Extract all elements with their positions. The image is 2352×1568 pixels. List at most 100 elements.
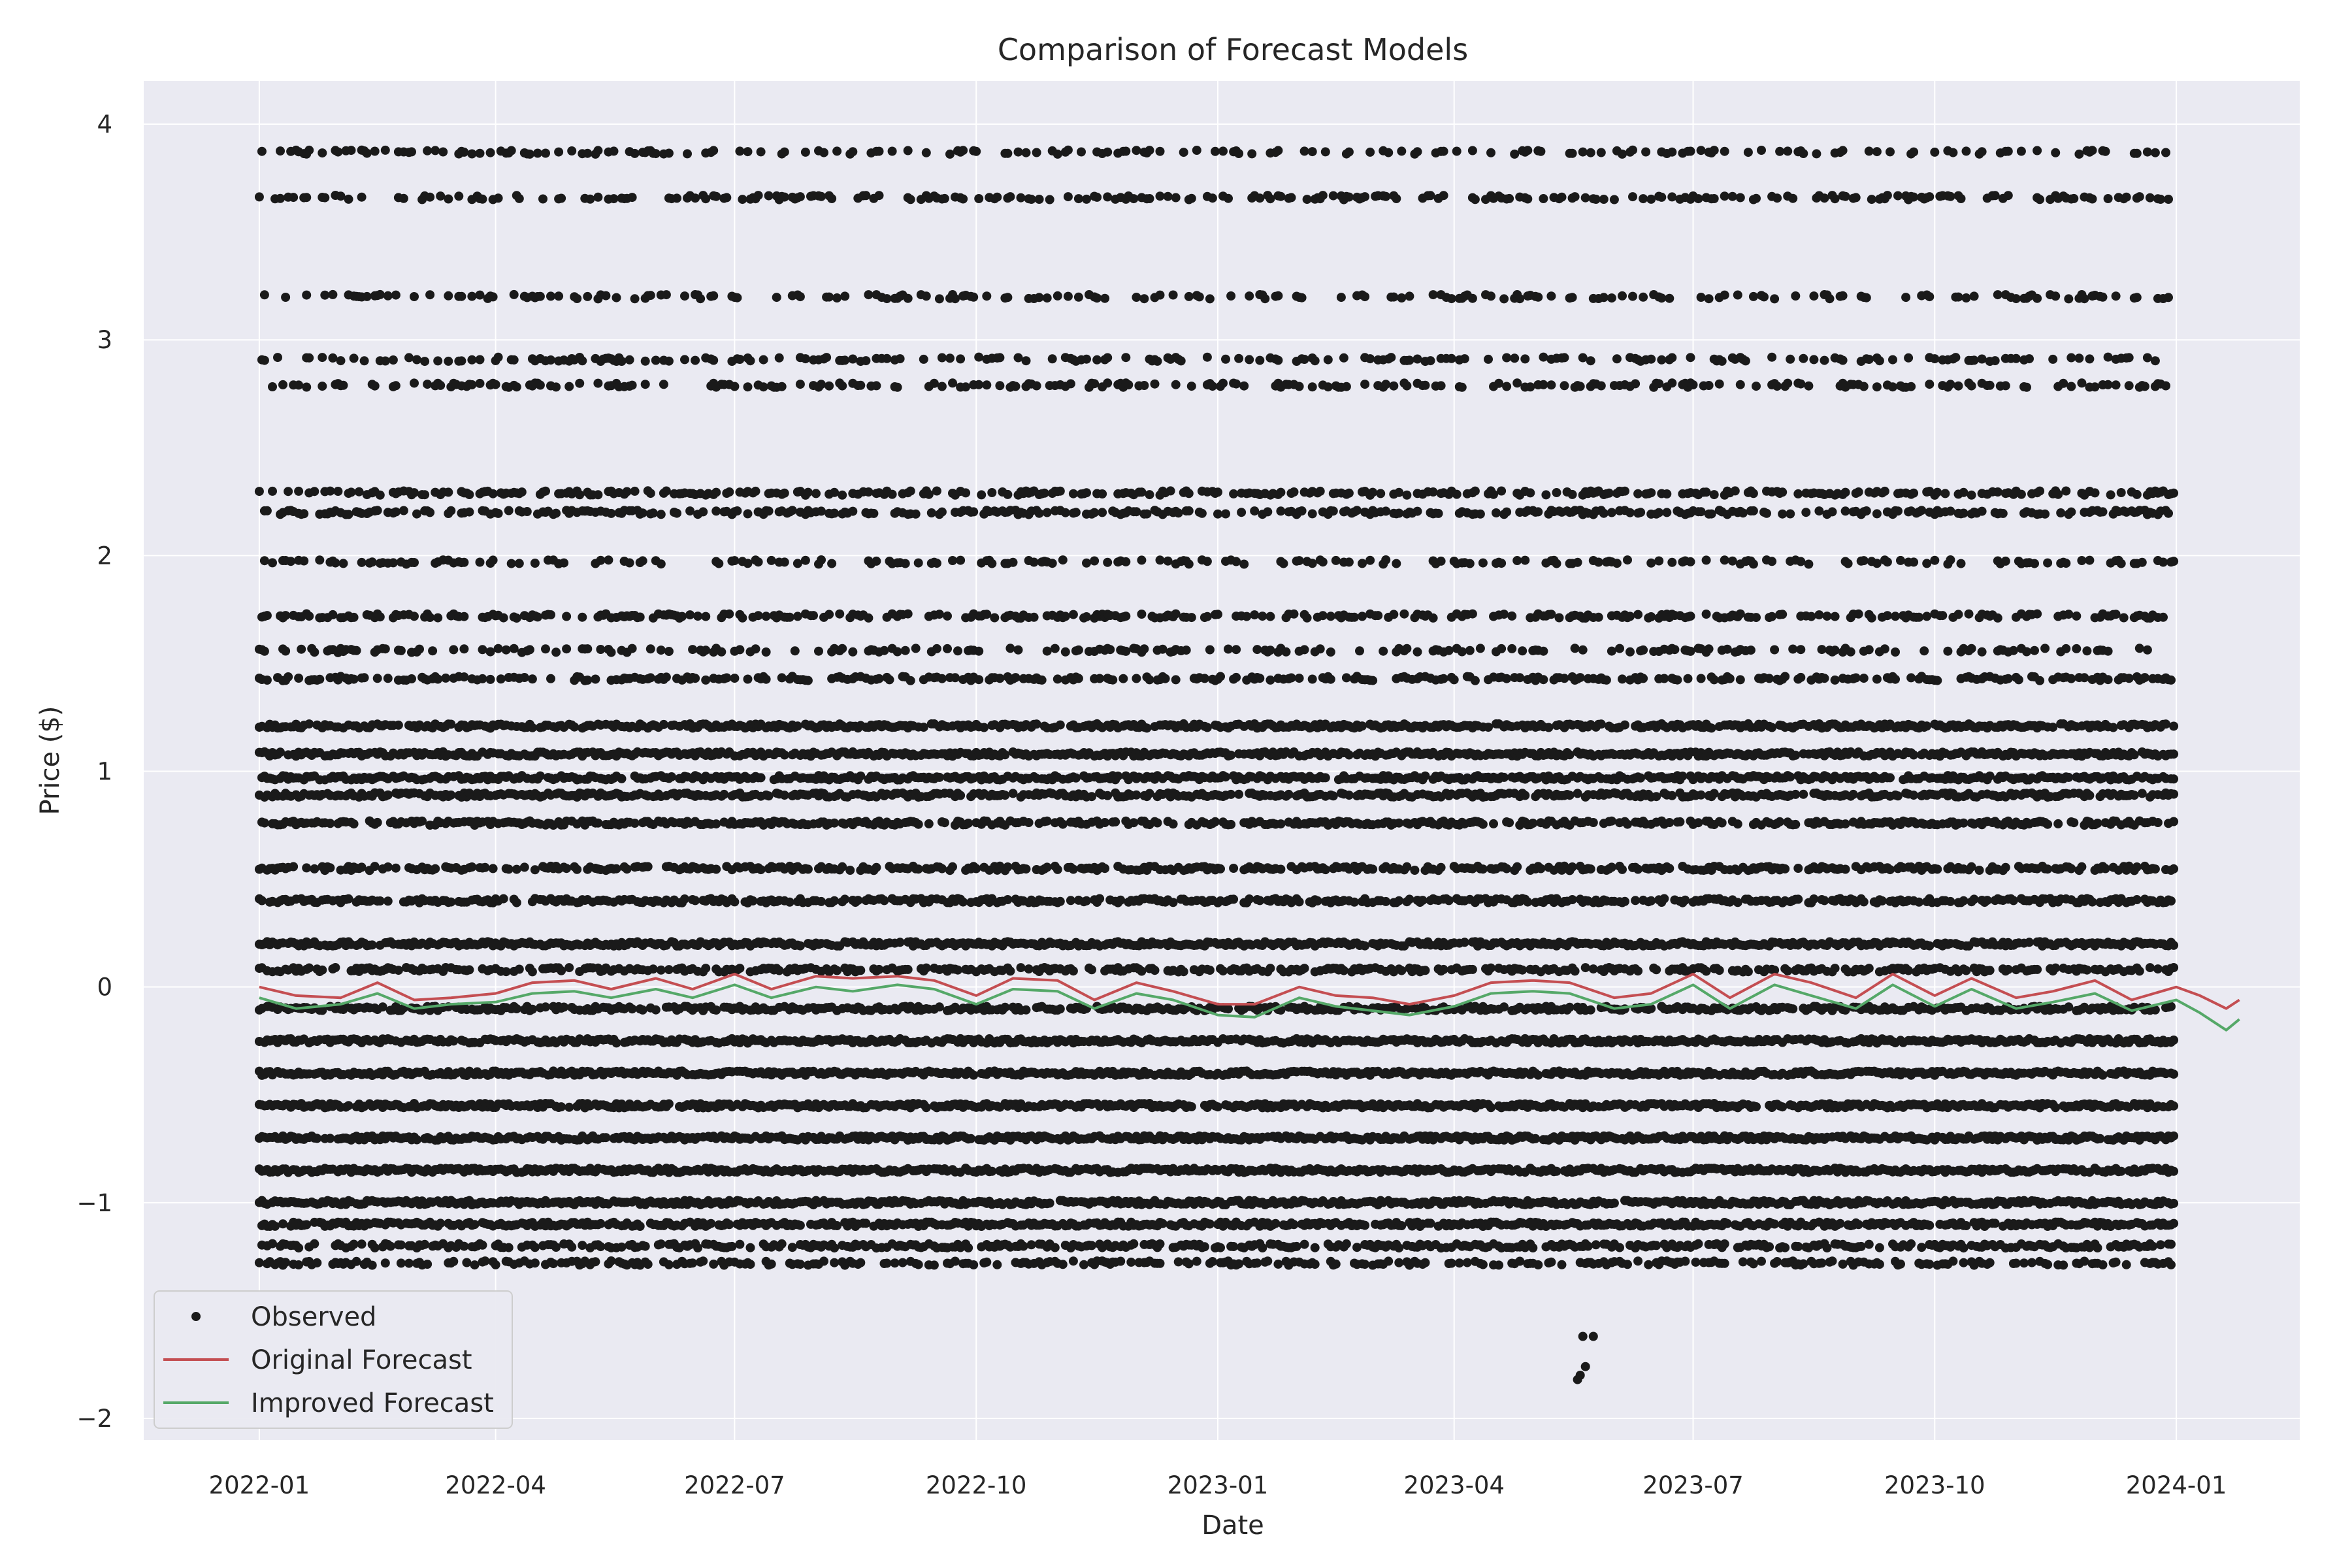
observed-point <box>467 355 477 365</box>
observed-point <box>924 819 934 828</box>
observed-point <box>711 191 721 201</box>
observed-point <box>882 294 892 304</box>
observed-point <box>693 1243 703 1252</box>
observed-point <box>333 487 343 496</box>
observed-point <box>711 819 721 829</box>
observed-point <box>318 148 327 158</box>
observed-point <box>903 609 913 619</box>
observed-point <box>475 355 485 365</box>
observed-point <box>638 556 647 566</box>
observed-point <box>814 646 823 656</box>
observed-point <box>449 1036 459 1046</box>
observed-point <box>564 382 574 391</box>
observed-point <box>454 191 464 201</box>
observed-point <box>898 1258 907 1267</box>
observed-point <box>680 355 689 365</box>
observed-point <box>385 1241 395 1251</box>
observed-point <box>848 506 858 516</box>
observed-point <box>512 613 521 623</box>
observed-point <box>830 818 840 828</box>
observed-point <box>375 289 385 299</box>
observed-point <box>604 555 613 565</box>
observed-point <box>412 509 421 519</box>
observed-point <box>627 644 637 653</box>
observed-point <box>709 355 719 365</box>
observed-point <box>701 612 711 621</box>
observed-point <box>945 353 955 363</box>
observed-point <box>596 1242 606 1252</box>
observed-point <box>817 380 826 389</box>
observed-point <box>380 1258 390 1268</box>
observed-point <box>557 966 566 975</box>
observed-point <box>465 965 474 975</box>
observed-point <box>777 1239 787 1249</box>
observed-point <box>688 1258 698 1268</box>
observed-point <box>396 645 406 655</box>
observed-point <box>559 558 569 568</box>
observed-point <box>449 1256 459 1266</box>
observed-point <box>596 645 606 654</box>
observed-point <box>792 612 802 621</box>
observed-point <box>530 1258 540 1268</box>
observed-point <box>535 291 545 301</box>
observed-point <box>738 195 747 204</box>
observed-point <box>722 193 732 203</box>
observed-point <box>730 897 740 907</box>
observed-point <box>711 1005 721 1015</box>
observed-point <box>294 380 304 390</box>
observed-point <box>578 356 587 366</box>
observed-point <box>735 146 745 156</box>
observed-point <box>535 380 545 390</box>
observed-point <box>856 1258 866 1267</box>
observed-point <box>709 146 719 155</box>
observed-point <box>331 558 340 568</box>
observed-point <box>375 896 385 906</box>
observed-point <box>312 1258 322 1267</box>
observed-point <box>480 862 490 872</box>
observed-point <box>892 382 902 392</box>
observed-point <box>738 613 747 623</box>
observed-point <box>478 645 487 655</box>
observed-point <box>735 355 745 364</box>
observed-point <box>787 1243 797 1252</box>
observed-point <box>388 558 398 568</box>
observed-point <box>514 559 524 568</box>
observed-point <box>259 818 269 828</box>
observed-point <box>446 506 456 515</box>
observed-point <box>848 354 858 364</box>
observed-point <box>926 508 936 517</box>
observed-point <box>276 193 285 203</box>
observed-point <box>420 357 430 367</box>
observed-point <box>756 147 766 157</box>
observed-point <box>685 506 695 516</box>
observed-point <box>284 672 293 681</box>
observed-point <box>803 864 813 874</box>
observed-point <box>578 1241 587 1250</box>
observed-point <box>367 1260 377 1270</box>
observed-point <box>921 1103 931 1113</box>
observed-point <box>640 1241 650 1251</box>
observed-point <box>751 644 760 654</box>
observed-point <box>383 674 393 683</box>
observed-point <box>792 721 802 731</box>
observed-point <box>630 486 640 496</box>
observed-point <box>688 645 698 655</box>
observed-point <box>819 1256 828 1266</box>
observed-point <box>921 148 931 157</box>
observed-point <box>817 191 826 201</box>
observed-point <box>830 508 840 518</box>
observed-point <box>887 146 897 156</box>
observed-point <box>465 490 474 499</box>
observed-point <box>504 506 514 515</box>
observed-point <box>748 896 758 906</box>
observed-point <box>519 862 529 872</box>
observed-point <box>745 1260 755 1269</box>
observed-point <box>596 555 606 565</box>
observed-point <box>359 356 369 366</box>
observed-point <box>562 612 572 621</box>
observed-point <box>423 380 433 389</box>
observed-point <box>459 557 469 567</box>
observed-point <box>727 1241 737 1251</box>
observed-point <box>709 1259 719 1269</box>
observed-point <box>457 356 466 366</box>
